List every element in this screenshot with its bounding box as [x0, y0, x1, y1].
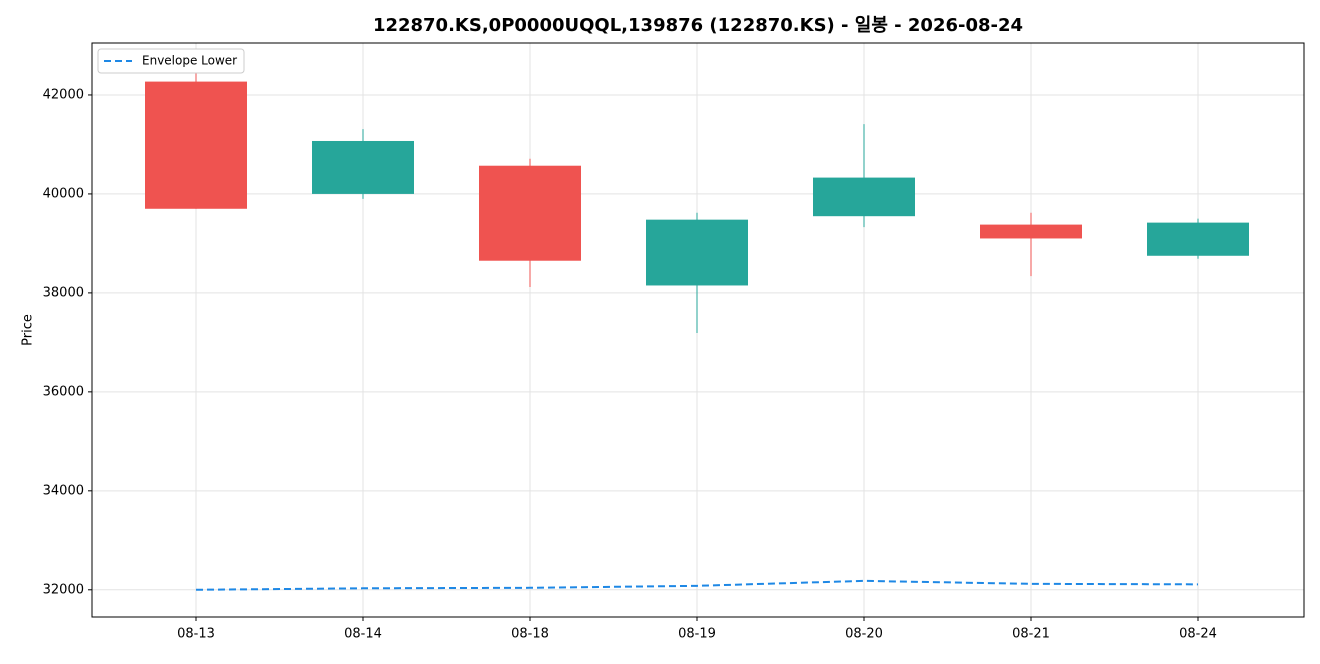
x-tick-label: 08-13	[177, 627, 215, 642]
y-tick-label: 36000	[43, 384, 84, 399]
candle-body	[980, 224, 1082, 239]
x-tick-label: 08-21	[1012, 627, 1050, 642]
candle-body	[1147, 222, 1249, 256]
x-tick-label: 08-14	[344, 627, 382, 642]
y-tick-label: 32000	[43, 582, 84, 597]
y-tick-label: 40000	[43, 186, 84, 201]
candle-body	[646, 219, 748, 286]
candle-body	[479, 165, 581, 261]
candle-body	[813, 177, 915, 217]
candle-body	[145, 81, 247, 209]
y-tick-label: 42000	[43, 87, 84, 102]
x-tick-label: 08-24	[1179, 627, 1217, 642]
y-axis-label: Price	[21, 314, 36, 346]
line-series	[195, 579, 1199, 591]
legend-box	[97, 48, 245, 74]
y-tick-label: 34000	[43, 483, 84, 498]
legend-label: Envelope Lower	[142, 54, 237, 68]
chart-title: 122870.KS,0P0000UQQL,139876 (122870.KS) …	[373, 15, 1023, 36]
x-tick-label: 08-19	[678, 627, 716, 642]
plot-frame	[91, 42, 1305, 618]
x-tick-label: 08-18	[511, 627, 549, 642]
legend: Envelope Lower	[97, 48, 245, 74]
candle-body	[312, 140, 414, 194]
x-tick-label: 08-20	[845, 627, 883, 642]
y-tick-label: 38000	[43, 285, 84, 300]
